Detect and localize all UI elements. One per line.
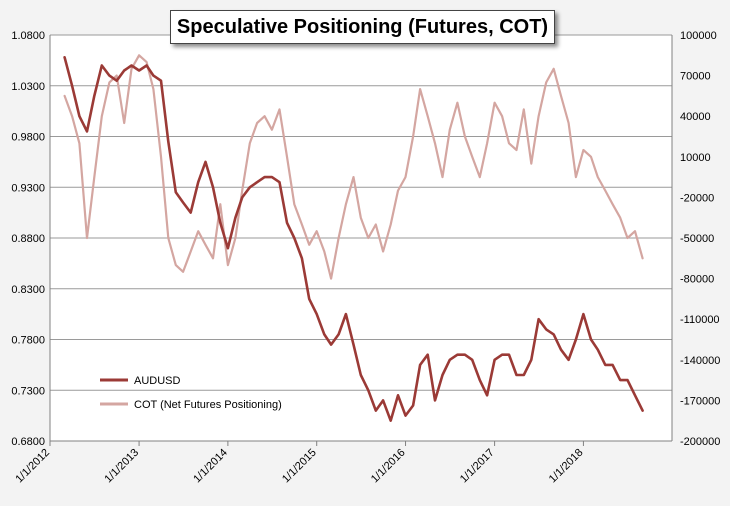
y-right-tick-label: -20000 (680, 192, 714, 204)
y-right-tick-label: 10000 (680, 152, 711, 164)
y-left-tick-label: 0.7800 (11, 335, 45, 347)
y-right-tick-label: 70000 (680, 71, 711, 83)
series-line-cot (63, 54, 644, 280)
x-tick-label: 1/1/2016 (369, 447, 408, 486)
y-right-tick-label: -80000 (680, 274, 714, 286)
x-tick-label: 1/1/2017 (458, 447, 497, 486)
legend-label: AUDUSD (134, 375, 181, 387)
x-tick-label: 1/1/2014 (191, 447, 230, 486)
y-right-tick-label: 40000 (680, 111, 711, 123)
x-tick-label: 1/1/2018 (547, 447, 586, 486)
y-left-tick-label: 0.7300 (11, 385, 45, 397)
y-left-tick-label: 0.9800 (11, 132, 45, 144)
y-left-tick-label: 1.0800 (11, 30, 45, 42)
series-line-audusd (63, 55, 644, 423)
chart-title: Speculative Positioning (Futures, COT) (176, 15, 549, 38)
y-right-tick-label: 100000 (680, 30, 717, 42)
y-left-tick-label: 0.9300 (11, 182, 45, 194)
y-left-tick-label: 1.0300 (11, 81, 45, 93)
chart-title-box: Speculative Positioning (Futures, COT) (170, 10, 555, 44)
x-tick-label: 1/1/2013 (102, 447, 141, 486)
y-right-tick-label: -140000 (680, 355, 720, 367)
y-left-tick-label: 0.8300 (11, 284, 45, 296)
y-right-tick-label: -110000 (680, 314, 720, 326)
y-right-tick-label: -170000 (680, 395, 720, 407)
y-left-tick-label: 0.6800 (11, 436, 45, 448)
y-right-tick-label: -50000 (680, 233, 714, 245)
x-tick-label: 1/1/2015 (280, 447, 319, 486)
legend-label: COT (Net Futures Positioning) (134, 399, 282, 411)
y-left-tick-label: 0.8800 (11, 233, 45, 245)
x-tick-label: 1/1/2012 (13, 447, 52, 486)
y-right-tick-label: -200000 (680, 436, 720, 448)
